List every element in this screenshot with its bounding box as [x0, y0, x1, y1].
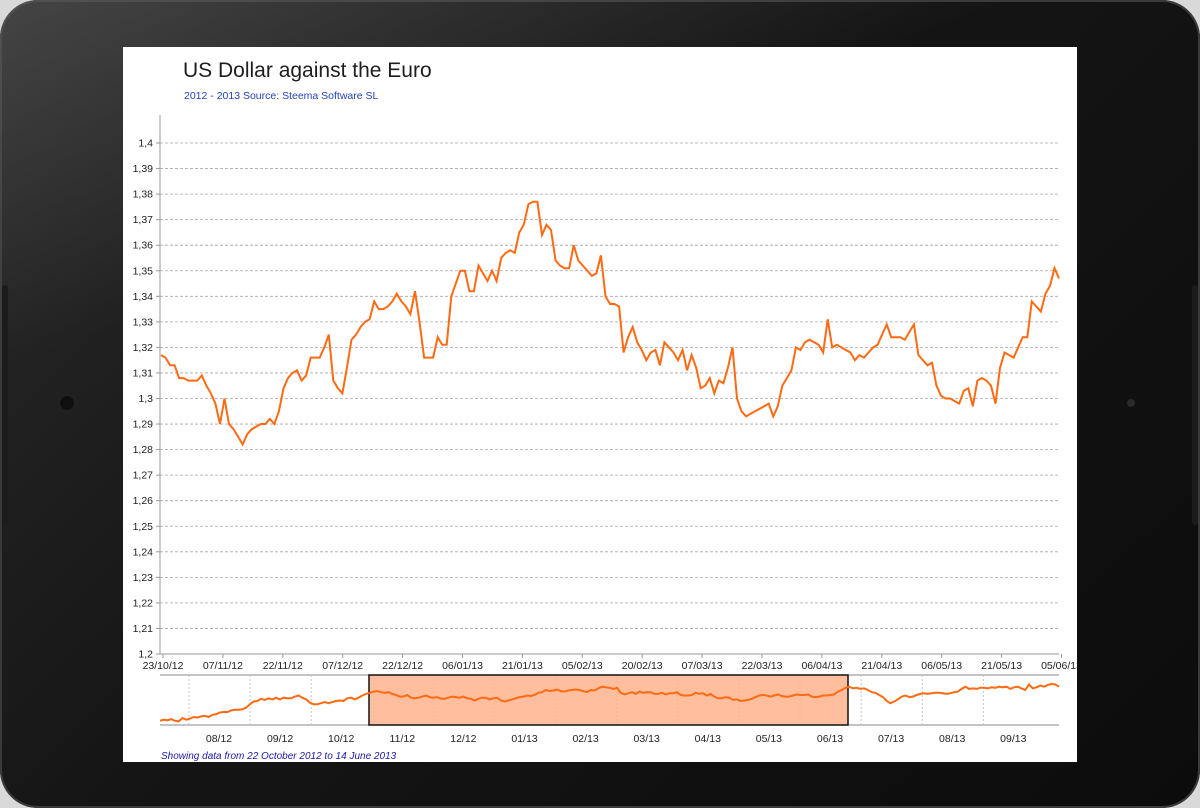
navigator-tick-label: 02/13: [572, 733, 598, 745]
y-tick-label: 1,25: [133, 521, 154, 533]
y-tick-label: 1,23: [133, 572, 154, 584]
y-tick-label: 1,33: [133, 316, 154, 328]
y-tick-label: 1,22: [133, 597, 154, 609]
y-axis: 1,2 1,21 1,22 1,23 1,24 1,25 1,26 1,27 1,28 1,29 1…: [133, 115, 161, 661]
x-tick-label: 22/03/13: [742, 660, 783, 672]
navigator-tick-label: 12/12: [450, 733, 476, 745]
navigator-tick-label: 09/13: [1000, 733, 1026, 745]
navigator-tick-label: 11/12: [390, 733, 416, 745]
y-tick-label: 1,24: [133, 546, 154, 558]
y-tick-label: 1,27: [133, 470, 154, 482]
sensor-icon: [1127, 399, 1135, 407]
x-tick-label: 06/04/13: [801, 660, 842, 672]
navigator-tick-label: 06/13: [817, 733, 843, 745]
line-chart: US Dollar against the Euro 2012 - 2013 S…: [133, 59, 1077, 762]
x-tick-label: 07/11/12: [203, 660, 243, 672]
x-tick-label: 21/01/13: [502, 660, 543, 672]
camera-icon: [60, 396, 74, 410]
x-axis: 23/10/12 07/11/12 22/11/12 07/12/12 22/12/12…: [143, 653, 1077, 672]
x-tick-label: 22/12/12: [382, 660, 423, 672]
chart-subtitle: 2012 - 2013 Source: Steema Software SL: [184, 90, 379, 102]
x-tick-label: 06/01/13: [442, 660, 483, 672]
y-tick-label: 1,36: [133, 240, 154, 252]
chart-title: US Dollar against the Euro: [183, 59, 432, 82]
y-tick-label: 1,29: [133, 419, 154, 431]
navigator-tick-label: 03/13: [634, 733, 660, 745]
navigator-tick-label: 05/13: [756, 733, 782, 745]
navigator-tick-label: 08/12: [206, 733, 232, 745]
y-tick-label: 1,34: [133, 291, 154, 303]
navigator-tick-label: 10/12: [328, 733, 354, 745]
y-tick-label: 1,26: [133, 495, 154, 507]
x-tick-label: 06/05/13: [921, 660, 962, 672]
y-tick-label: 1,38: [133, 189, 154, 201]
x-tick-label: 21/04/13: [861, 660, 902, 672]
x-tick-label: 23/10/12: [143, 660, 184, 672]
x-tick-label: 20/02/13: [622, 660, 663, 672]
navigator-tick-label: 07/13: [878, 733, 904, 745]
x-tick-label: 21/05/13: [981, 660, 1022, 672]
x-tick-label: 07/12/12: [322, 660, 363, 672]
y-tick-label: 1,31: [133, 367, 154, 379]
x-tick-label: 05/06/13: [1041, 660, 1077, 672]
y-tick-label: 1,32: [133, 342, 154, 354]
y-tick-label: 1,39: [133, 163, 154, 175]
range-caption: Showing data from 22 October 2012 to 14 …: [161, 751, 397, 762]
x-tick-label: 07/03/13: [682, 660, 723, 672]
y-tick-label: 1,2: [138, 649, 153, 661]
y-tick-label: 1,28: [133, 444, 154, 456]
x-tick-label: 22/11/12: [263, 660, 303, 672]
y-tick-label: 1,4: [138, 138, 153, 150]
grid: [160, 142, 1059, 629]
navigator-selection[interactable]: [368, 674, 849, 726]
side-grip-left: [2, 285, 8, 525]
series-line: [160, 200, 1060, 447]
navigator-tick-label: 08/13: [939, 733, 965, 745]
x-tick-label: 05/02/13: [562, 660, 603, 672]
navigator-tick-label: 04/13: [695, 733, 721, 745]
navigator-tick-label: 01/13: [511, 733, 537, 745]
navigator-tick-label: 09/12: [267, 733, 293, 745]
chart-screen: US Dollar against the Euro 2012 - 2013 S…: [123, 47, 1077, 762]
navigator-series-line: [159, 682, 1060, 723]
side-grip-right: [1192, 285, 1198, 525]
y-tick-label: 1,21: [133, 623, 154, 635]
y-tick-label: 1,3: [138, 393, 153, 405]
range-navigator[interactable]: 08/12 09/12 10/12 11/12 12/12 01/13 02/13 03/13…: [159, 674, 1060, 745]
y-tick-label: 1,35: [133, 265, 154, 277]
y-tick-label: 1,37: [133, 214, 154, 226]
